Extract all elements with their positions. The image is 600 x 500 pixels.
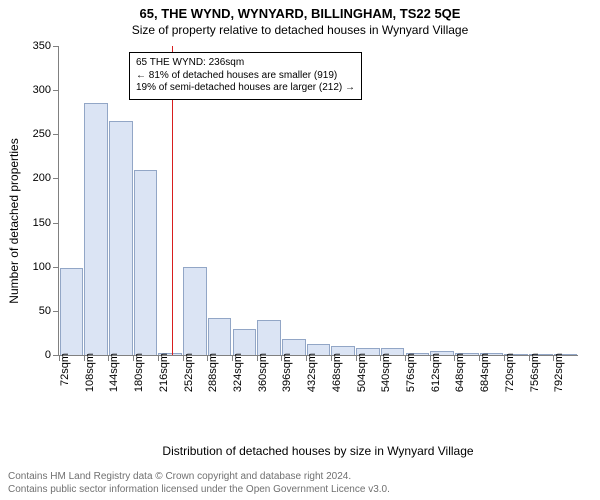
y-tick-label: 300 — [23, 84, 51, 96]
histogram-bar — [183, 267, 207, 355]
y-tick — [53, 90, 59, 91]
info-box-line-2: ← 81% of detached houses are smaller (91… — [136, 70, 355, 83]
x-tick-label: 144sqm — [108, 353, 120, 392]
y-tick — [53, 223, 59, 224]
x-tick-label: 180sqm — [133, 353, 145, 392]
x-tick-label: 468sqm — [331, 353, 343, 392]
y-tick — [53, 267, 59, 268]
info-box-line-3: 19% of semi-detached houses are larger (… — [136, 82, 355, 95]
x-tick-label: 648sqm — [454, 353, 466, 392]
x-tick-label: 504sqm — [356, 353, 368, 392]
y-tick — [53, 311, 59, 312]
x-tick-label: 432sqm — [306, 353, 318, 392]
x-tick-label: 612sqm — [430, 353, 442, 392]
histogram-bar — [109, 121, 133, 355]
plot-area: 65 THE WYND: 236sqm ← 81% of detached ho… — [58, 46, 578, 356]
x-tick-label: 252sqm — [183, 353, 195, 392]
x-tick-label: 720sqm — [504, 353, 516, 392]
x-tick-label: 792sqm — [553, 353, 565, 392]
histogram-bar — [60, 268, 84, 355]
histogram-bar — [233, 329, 257, 355]
info-box-line-1: 65 THE WYND: 236sqm — [136, 57, 355, 70]
footer-line-1: Contains HM Land Registry data © Crown c… — [8, 471, 390, 484]
footer-line-2: Contains public sector information licen… — [8, 484, 390, 497]
x-tick-label: 288sqm — [207, 353, 219, 392]
x-tick-label: 360sqm — [257, 353, 269, 392]
x-tick-label: 756sqm — [529, 353, 541, 392]
y-tick — [53, 46, 59, 47]
y-axis-label: Number of detached properties — [7, 138, 21, 303]
x-tick-label: 684sqm — [479, 353, 491, 392]
y-tick — [53, 178, 59, 179]
x-tick-label: 108sqm — [84, 353, 96, 392]
histogram-bar — [84, 103, 108, 355]
y-tick-label: 50 — [23, 305, 51, 317]
x-tick-label: 72sqm — [59, 353, 71, 386]
histogram-bar — [257, 320, 281, 355]
info-box: 65 THE WYND: 236sqm ← 81% of detached ho… — [129, 52, 362, 100]
y-tick-label: 250 — [23, 128, 51, 140]
chart-container: Number of detached properties Distributi… — [58, 46, 578, 396]
y-tick-label: 100 — [23, 261, 51, 273]
y-tick-label: 350 — [23, 40, 51, 52]
x-tick-label: 576sqm — [405, 353, 417, 392]
x-tick-label: 396sqm — [281, 353, 293, 392]
y-tick-label: 200 — [23, 172, 51, 184]
x-tick-label: 540sqm — [380, 353, 392, 392]
y-tick — [53, 134, 59, 135]
page-subtitle: Size of property relative to detached ho… — [0, 21, 600, 37]
x-tick-label: 216sqm — [158, 353, 170, 392]
x-axis-label: Distribution of detached houses by size … — [162, 444, 473, 458]
y-tick-label: 0 — [23, 349, 51, 361]
histogram-bar — [208, 318, 232, 355]
page-title: 65, THE WYND, WYNYARD, BILLINGHAM, TS22 … — [0, 0, 600, 21]
y-tick-label: 150 — [23, 217, 51, 229]
x-tick-label: 324sqm — [232, 353, 244, 392]
footer-attribution: Contains HM Land Registry data © Crown c… — [8, 471, 390, 496]
histogram-bar — [134, 170, 158, 355]
